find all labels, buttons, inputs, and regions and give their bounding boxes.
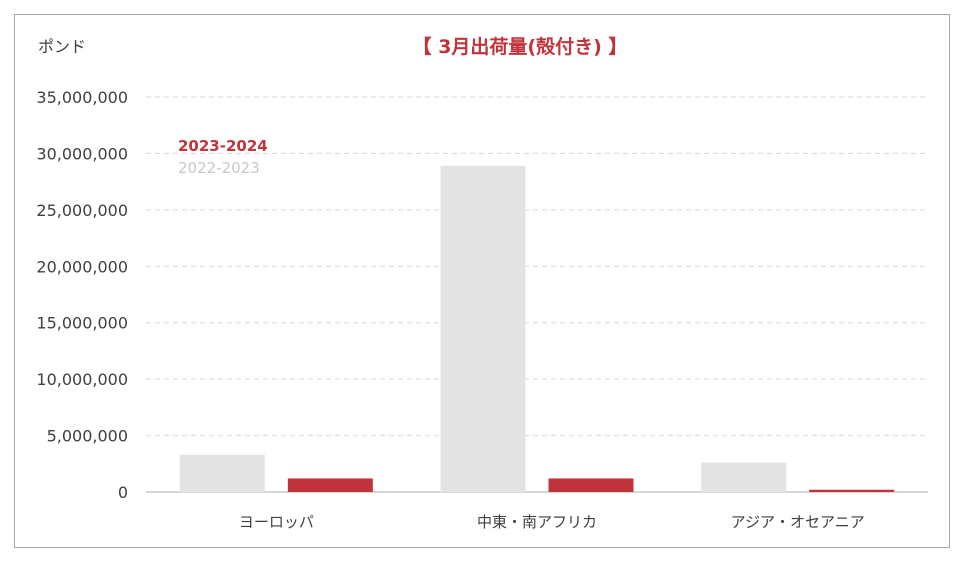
bar-2022-2023-0 (179, 454, 265, 492)
bar-2023-2024-1 (548, 478, 634, 492)
gridlines (146, 96, 928, 493)
legend-entry: 2023-2024 (178, 137, 268, 155)
y-axis-unit-label: ポンド (38, 37, 86, 56)
y-tick-label: 35,000,000 (36, 88, 128, 107)
chart-title: 【 3月出荷量(殻付き) 】 (413, 35, 628, 58)
x-tick-label: アジア・オセアニア (731, 513, 865, 531)
bar-2023-2024-2 (809, 489, 895, 492)
y-tick-label: 5,000,000 (47, 427, 128, 446)
bars (179, 165, 895, 493)
y-tick-label: 10,000,000 (36, 370, 128, 389)
bar-2022-2023-2 (701, 462, 787, 492)
x-tick-label: 中東・南アフリカ (477, 513, 597, 531)
y-tick-label: 25,000,000 (36, 201, 128, 220)
legend-entry: 2022-2023 (178, 159, 260, 177)
y-tick-label: 20,000,000 (36, 257, 128, 276)
bar-2022-2023-1 (440, 165, 526, 493)
y-tick-label: 30,000,000 (36, 144, 128, 163)
x-tick-label: ヨーロッパ (239, 513, 314, 531)
y-axis-ticks: 0 5,000,000 10,000,000 15,000,000 20,000,000… (36, 88, 128, 502)
bar-2023-2024-0 (287, 478, 373, 492)
x-axis-ticks: ヨーロッパ 中東・南アフリカ アジア・オセアニア (239, 513, 865, 531)
legend: 2023-2024 2022-2023 (178, 137, 268, 177)
y-tick-label: 15,000,000 (36, 314, 128, 333)
y-tick-label: 0 (118, 483, 128, 502)
